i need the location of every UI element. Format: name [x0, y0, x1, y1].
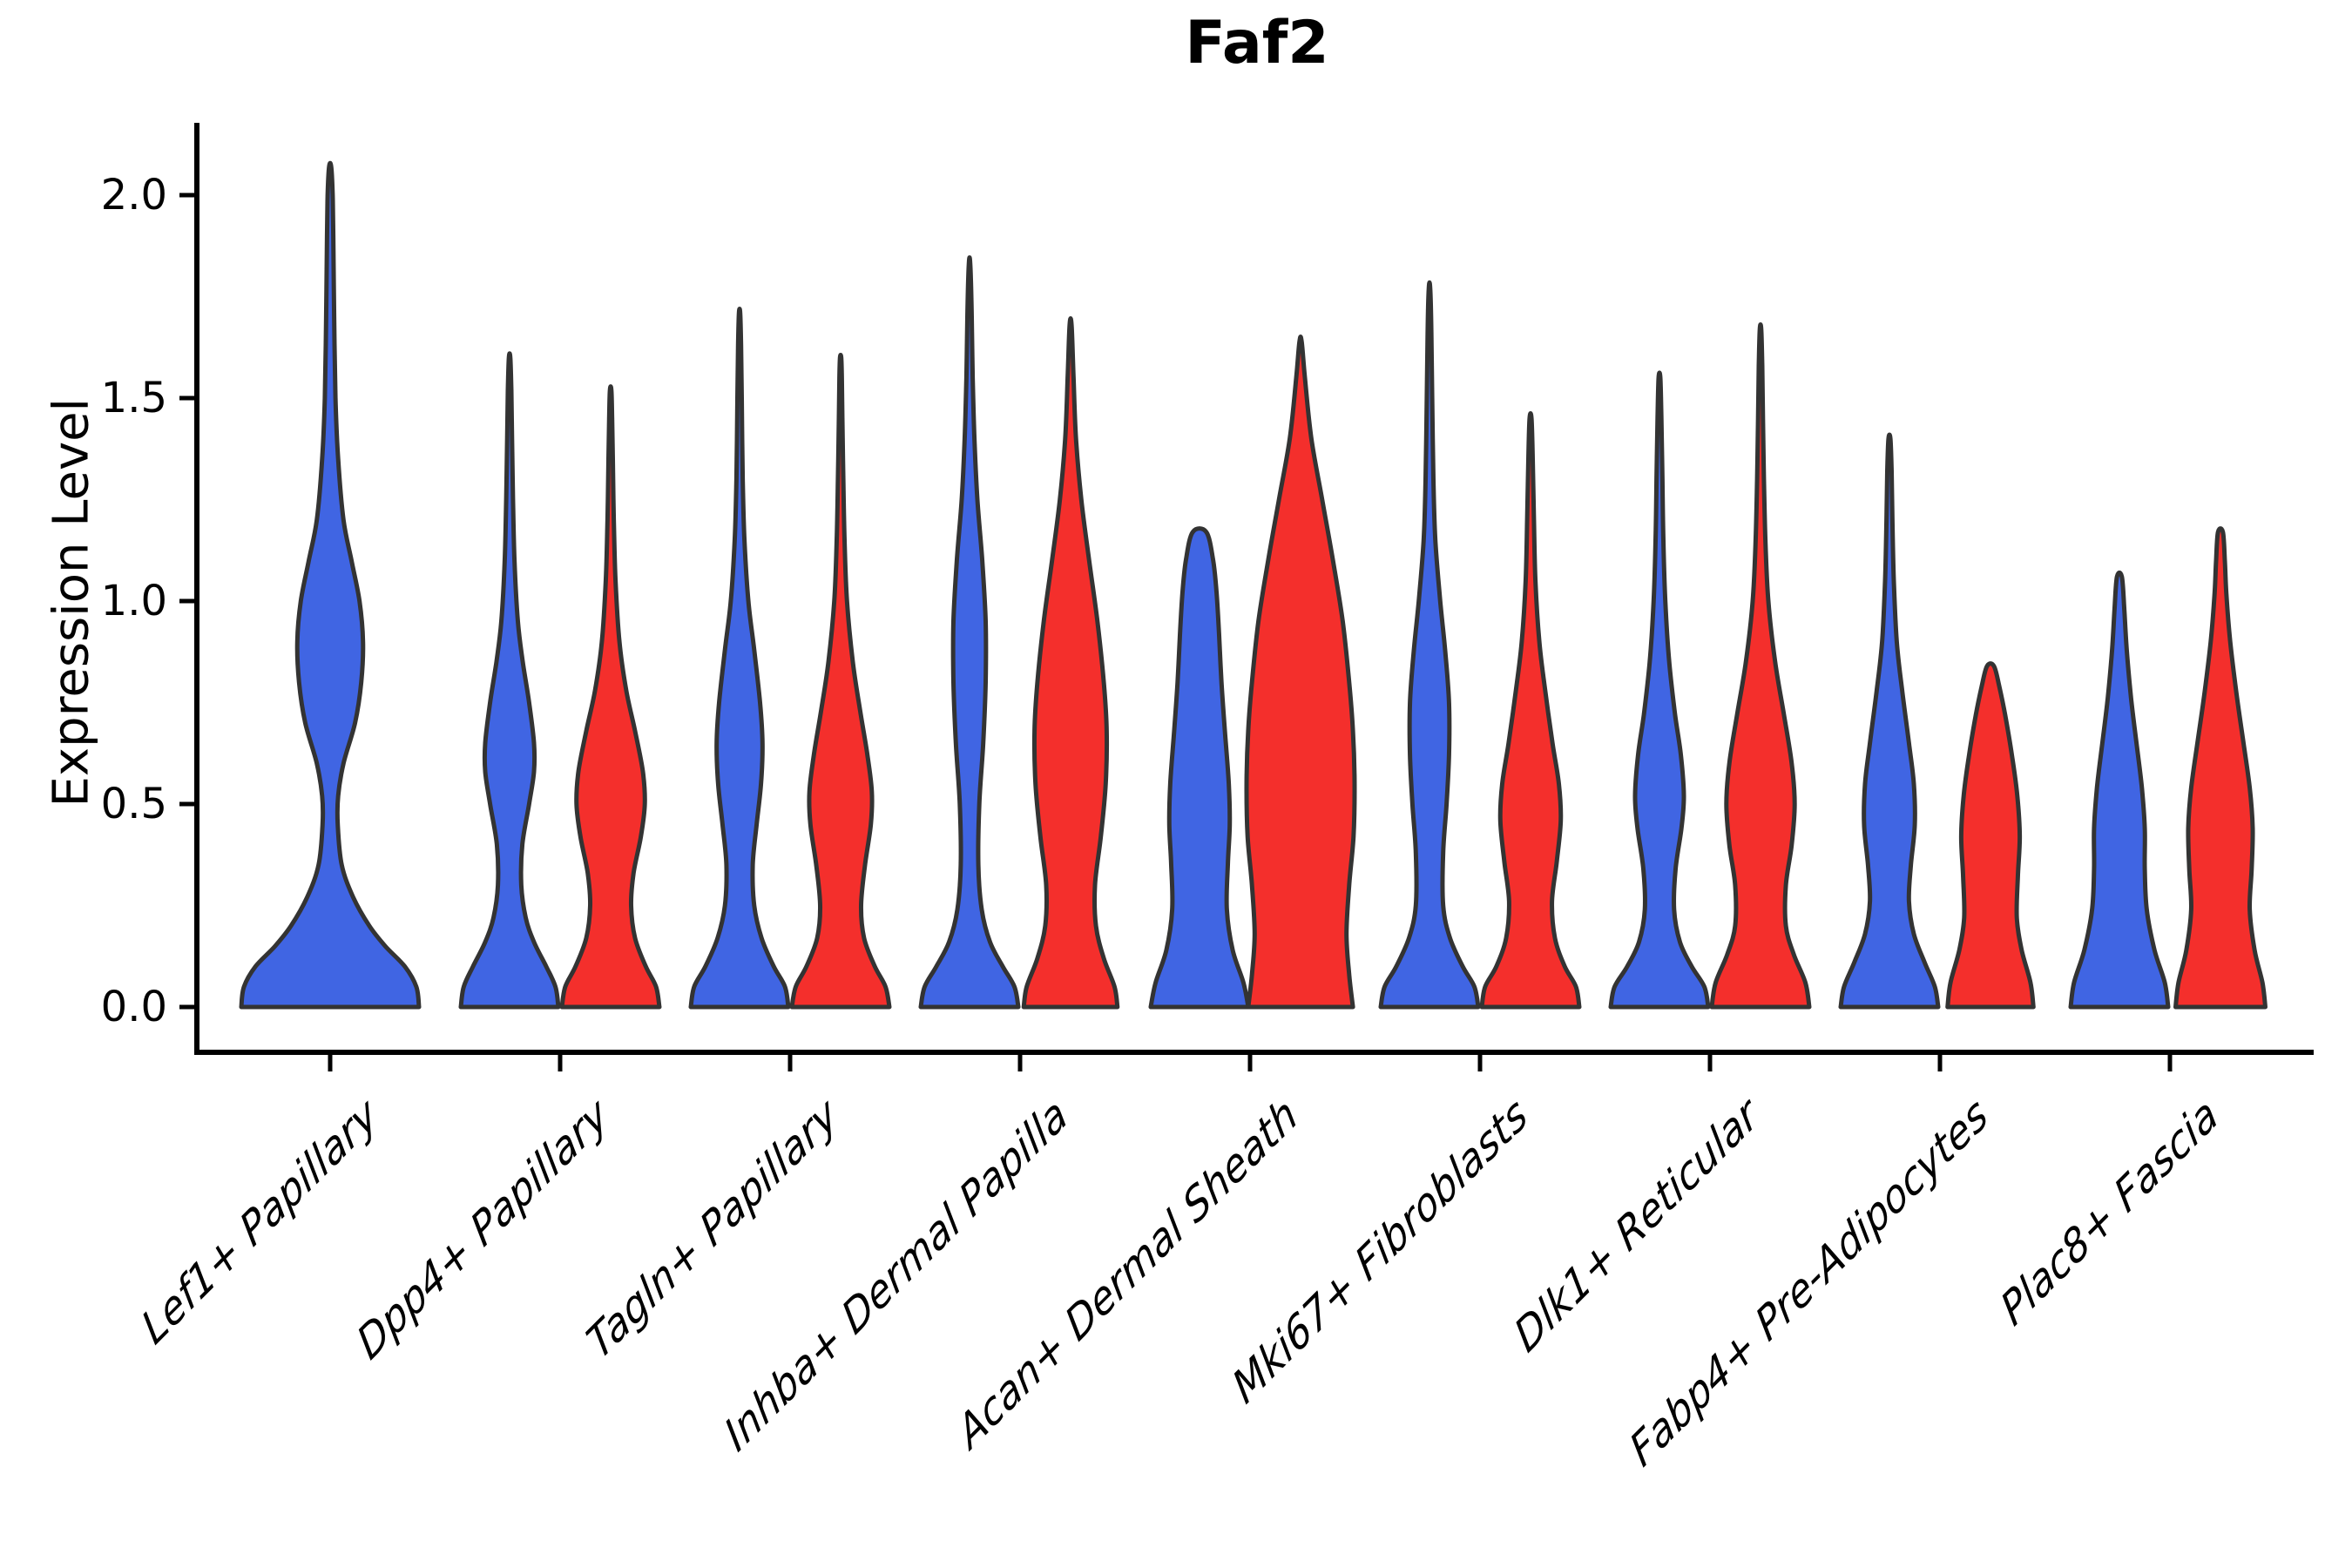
- violin-red: [1709, 322, 1812, 1010]
- violin-blue: [1838, 432, 1941, 1010]
- violin-red: [2173, 526, 2268, 1010]
- violin-red: [789, 352, 892, 1010]
- y-tick-label: 2.0: [100, 171, 167, 220]
- violin-blue: [918, 255, 1021, 1010]
- violin-blue: [2068, 570, 2171, 1010]
- violin-red: [1244, 335, 1357, 1010]
- y-axis-label: Expression Level: [43, 397, 100, 808]
- violin-red: [1479, 410, 1582, 1010]
- violin-red: [559, 384, 662, 1010]
- y-tick-label: 0.5: [100, 780, 167, 828]
- violin-blue: [688, 306, 791, 1010]
- y-tick-label: 1.0: [100, 577, 167, 625]
- violin-blue: [1608, 370, 1711, 1010]
- chart-title: Faf2: [1185, 9, 1329, 78]
- violin-red: [1021, 316, 1120, 1010]
- violin-blue: [458, 351, 561, 1010]
- violin-red: [1945, 661, 2036, 1010]
- y-tick-label: 0.0: [100, 983, 167, 1031]
- y-tick-label: 1.5: [100, 374, 167, 422]
- violin-blue: [239, 160, 422, 1010]
- violin-blue: [1378, 280, 1481, 1010]
- violin-blue: [1148, 526, 1251, 1010]
